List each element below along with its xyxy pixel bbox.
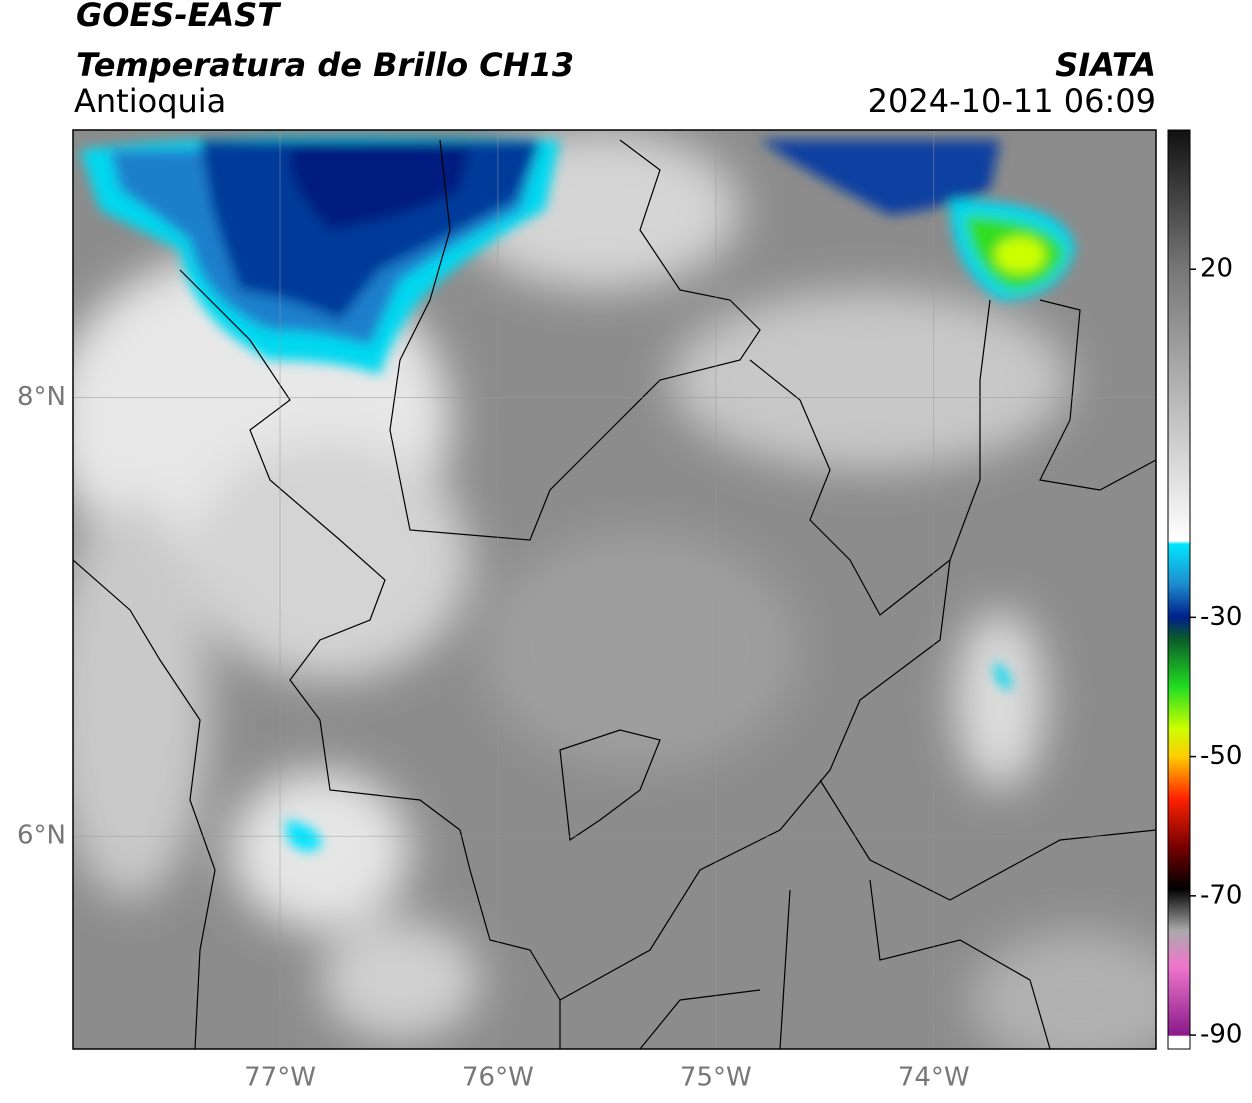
region: Antioquia — [74, 82, 226, 120]
colorbar-tick-label: -70 — [1200, 880, 1242, 910]
graticule — [73, 130, 1156, 1049]
colorbar-tick-label: -50 — [1200, 741, 1242, 771]
imagery — [73, 130, 1156, 1049]
lon-tick-label: 74°W — [898, 1063, 970, 1093]
lat-tick-label: 6°N — [17, 821, 66, 851]
map-frame — [72, 129, 1157, 1050]
colorbar-tick-label: -30 — [1200, 602, 1242, 632]
lat-tick-label: 8°N — [17, 382, 66, 412]
colorbar-fill — [1167, 129, 1191, 1050]
source: SIATA — [1055, 46, 1156, 84]
subtitle: Temperatura de Brillo CH13 — [76, 46, 574, 84]
lon-tick-label: 76°W — [462, 1063, 534, 1093]
colorbar: 20 -30 -50 -70 -90 — [1167, 129, 1242, 1050]
title: GOES-EAST — [76, 0, 281, 34]
lon-tick-label: 77°W — [244, 1063, 316, 1093]
colorbar-tick-label: 20 — [1200, 254, 1233, 284]
lon-tick-label: 75°W — [680, 1063, 752, 1093]
timestamp: 2024-10-11 06:09 — [868, 82, 1156, 120]
colorbar-tick-label: -90 — [1200, 1020, 1242, 1050]
